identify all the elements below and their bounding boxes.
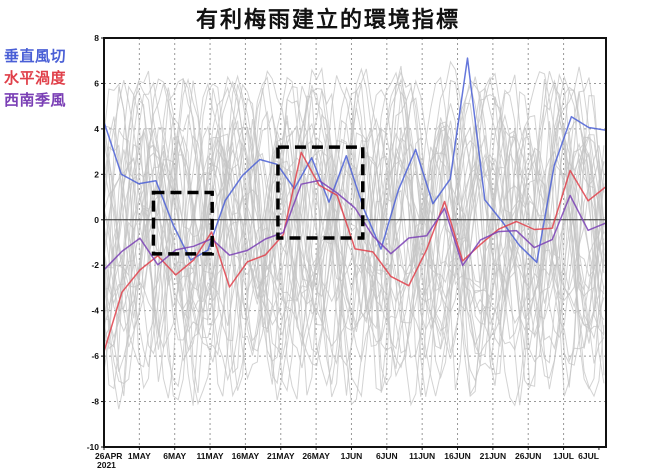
legend-item-vertical-wind-shear: 垂直風切 (4, 47, 67, 65)
x-tick-label: 1JUN (341, 451, 363, 461)
y-tick-label: 2 (94, 169, 99, 179)
x-tick-label: 21MAY (267, 451, 295, 461)
legend-item-horizontal-vorticity: 水平渦度 (4, 69, 67, 87)
chart-title: 有利梅雨建立的環境指標 (195, 8, 460, 33)
y-tick-label: 8 (94, 33, 99, 43)
x-tick-label: 6JUN (376, 451, 398, 461)
series-southwest-monsoon (103, 179, 607, 271)
y-tick-label: 0 (94, 215, 99, 225)
x-tick-label: 11MAY (197, 451, 224, 461)
x-tick-label: 6MAY (163, 451, 186, 461)
x-axis-ticks: 26APR 1MAY 6MAY 11MAY 16MAY 21MAY 26MAY 1JUN 6JU… (95, 447, 600, 461)
y-tick-label: -2 (91, 260, 99, 270)
x-tick-label: 11JUN (409, 451, 435, 461)
highlight-boxes (151, 145, 365, 256)
x-tick-label: 16JUN (444, 451, 470, 461)
y-tick-label: -4 (91, 306, 99, 316)
background-ensemble-lines (103, 60, 605, 410)
x-tick-label: 26APR (95, 451, 122, 461)
x-tick-label: 1MAY (128, 451, 151, 461)
x-tick-label: 26MAY (302, 451, 330, 461)
legend-item-southwest-monsoon: 西南季風 (4, 91, 67, 109)
y-tick-label: -6 (91, 351, 99, 361)
y-axis-ticks: 8 6 4 2 0 -2 -4 -6 -8 -10 (87, 33, 104, 452)
legend: 垂直風切 水平渦度 西南季風 (4, 45, 66, 111)
year-label: 2021 (97, 460, 116, 469)
y-tick-label: -10 (87, 442, 100, 452)
highlight-box-2 (276, 145, 365, 240)
y-tick-label: 6 (94, 78, 99, 88)
x-tick-label: 6JUL (578, 451, 599, 461)
x-tick-label: 26JUN (515, 451, 541, 461)
highlight-box-1 (151, 190, 214, 256)
y-tick-label: 4 (94, 124, 99, 134)
x-tick-label: 1JUL (553, 451, 574, 461)
y-tick-label: -8 (91, 397, 99, 407)
x-tick-label: 16MAY (232, 451, 260, 461)
x-tick-label: 21JUN (480, 451, 506, 461)
plot-frame (103, 37, 607, 448)
series-horizontal-vorticity (103, 151, 607, 352)
